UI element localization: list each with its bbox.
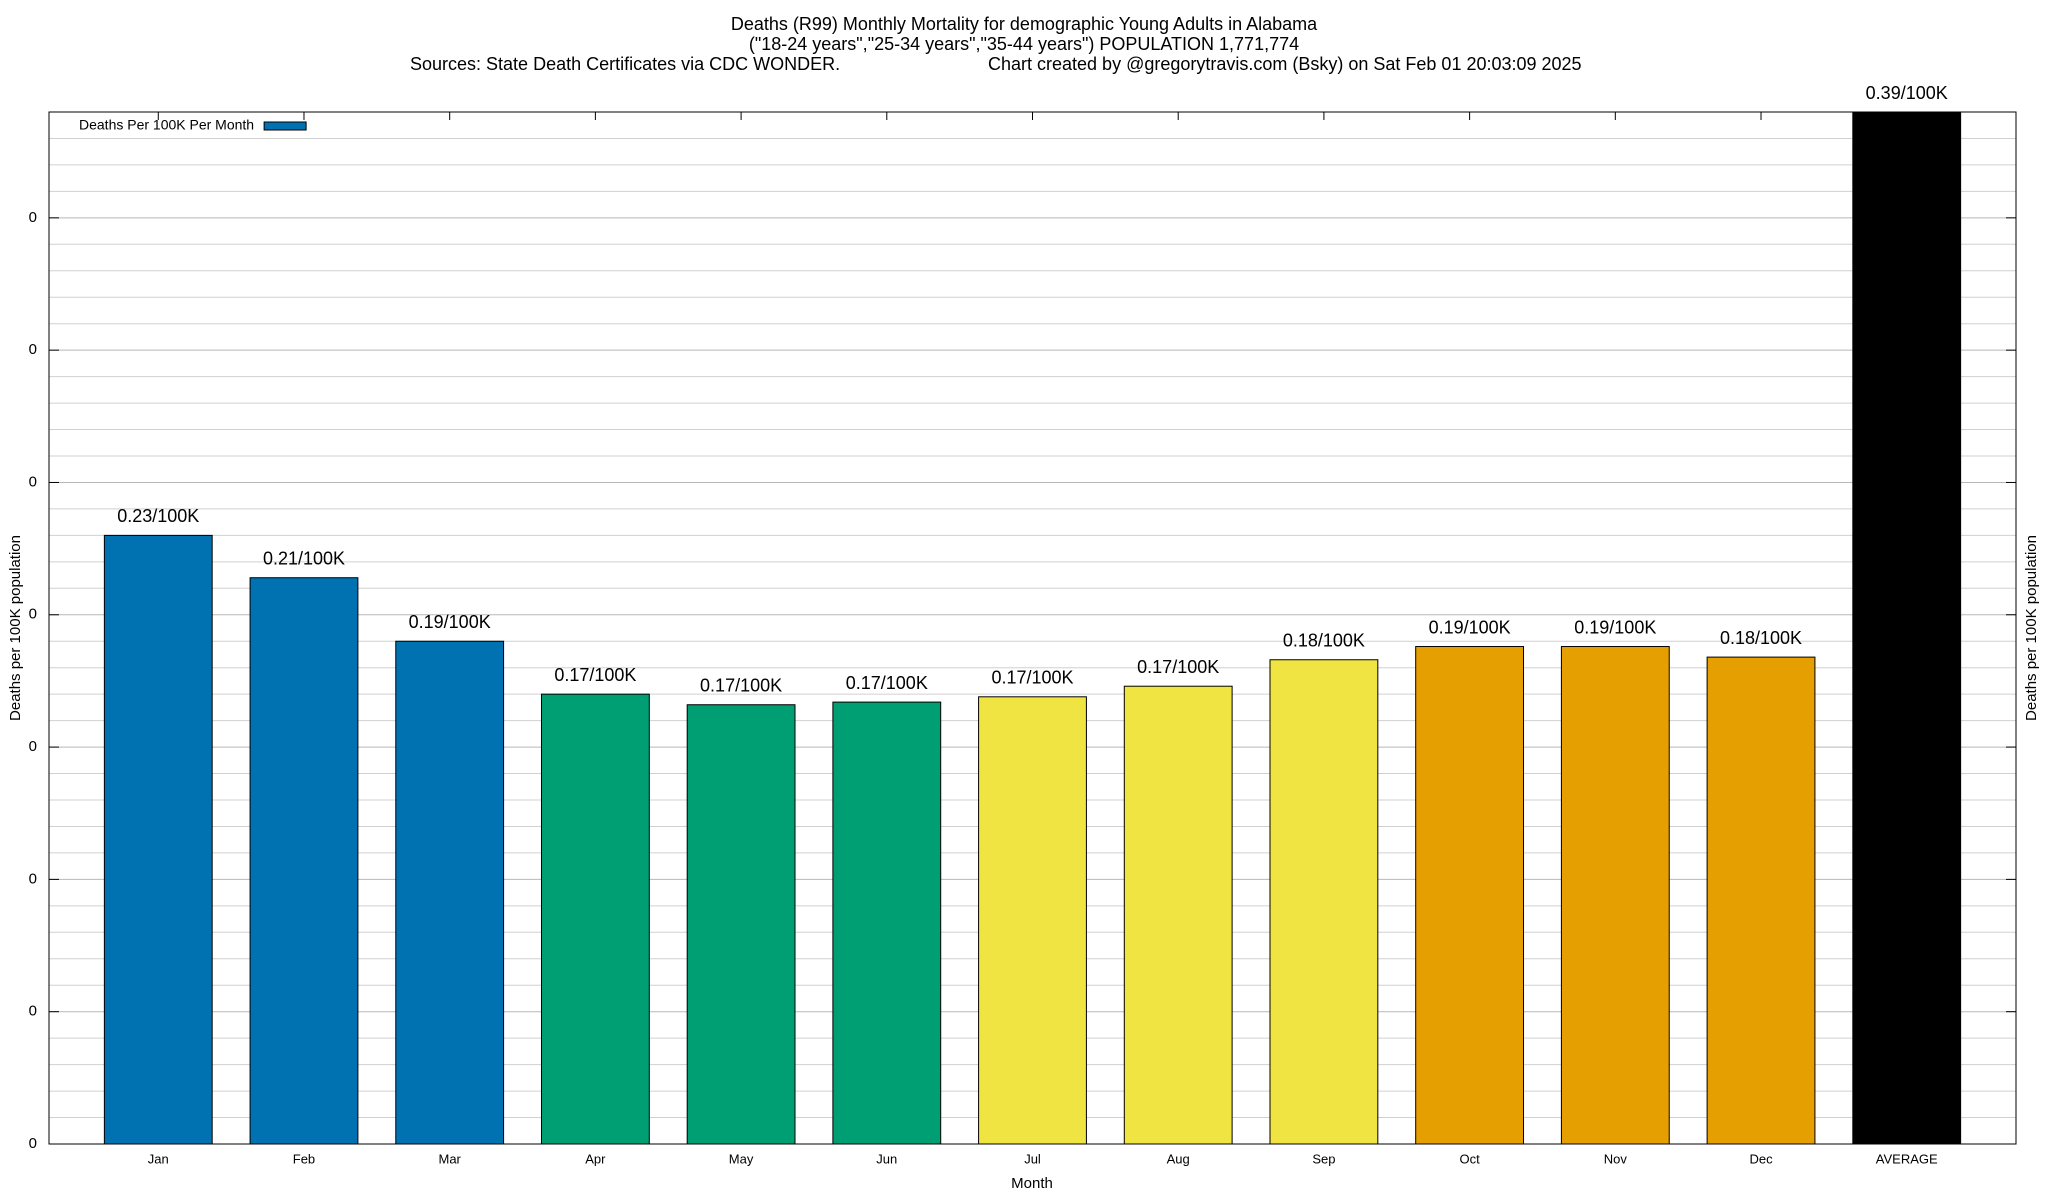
x-tick-label: Nov [1604, 1151, 1628, 1166]
y-tick-label: 0 [29, 341, 37, 358]
x-tick-label: Jul [1024, 1151, 1041, 1166]
bar [1852, 111, 1962, 1145]
y-tick-label: 0 [29, 1003, 37, 1020]
y-tick-label: 0 [29, 209, 37, 226]
bar [978, 696, 1087, 1145]
y-axis-label-right: Deaths per 100K population [2023, 535, 2040, 721]
legend-label: Deaths Per 100K Per Month [79, 117, 254, 133]
x-tick-label: Jun [876, 1151, 897, 1166]
bar [686, 704, 796, 1145]
chart-subtitle: ("18-24 years","25-34 years","35-44 year… [749, 34, 1299, 54]
x-tick-label: Dec [1749, 1151, 1773, 1166]
data-label: 0.18/100K [1720, 628, 1802, 648]
data-label: 0.17/100K [700, 675, 782, 695]
bar [1706, 656, 1816, 1145]
data-label: 0.18/100K [1283, 631, 1365, 651]
bar [1560, 646, 1670, 1145]
y-axis-label: Deaths per 100K population [7, 535, 24, 721]
data-label: 0.39/100K [1866, 83, 1948, 103]
data-label: 0.19/100K [1574, 617, 1656, 637]
x-tick-label: Sep [1312, 1151, 1335, 1166]
x-tick-label: May [729, 1151, 754, 1166]
x-tick-label: Mar [438, 1151, 461, 1166]
bar [249, 577, 359, 1145]
x-axis-label: Month [1011, 1175, 1053, 1192]
chart-title: Deaths (R99) Monthly Mortality for demog… [731, 14, 1318, 34]
x-tick-label: Oct [1459, 1151, 1480, 1166]
x-tick-label: Feb [293, 1151, 315, 1166]
x-tick-label: Aug [1167, 1151, 1190, 1166]
plot-frame [48, 111, 2017, 1145]
bar [540, 693, 650, 1145]
bar [1269, 659, 1379, 1145]
x-tick-label: Apr [585, 1151, 606, 1166]
bar [1415, 646, 1525, 1145]
bar [395, 640, 505, 1145]
chart-source: Sources: State Death Certificates via CD… [410, 54, 840, 74]
data-label: 0.19/100K [409, 612, 491, 632]
data-label: 0.17/100K [554, 665, 636, 685]
legend-swatch [263, 121, 307, 131]
x-tick-label: Jan [148, 1151, 169, 1166]
chart-credit: Chart created by @gregorytravis.com (Bsk… [988, 54, 1582, 74]
data-label: 0.17/100K [846, 673, 928, 693]
y-tick-label: 0 [29, 473, 37, 490]
y-tick-label: 0 [29, 738, 37, 755]
bar [103, 534, 213, 1145]
data-label: 0.19/100K [1429, 617, 1511, 637]
x-tick-label: AVERAGE [1876, 1151, 1938, 1166]
data-label: 0.17/100K [991, 668, 1073, 688]
bar [832, 701, 942, 1145]
data-label: 0.23/100K [117, 506, 199, 526]
y-tick-label: 0 [29, 606, 37, 623]
y-tick-label: 0 [29, 1135, 37, 1152]
y-tick-label: 0 [29, 870, 37, 887]
data-label: 0.17/100K [1137, 657, 1219, 677]
data-label: 0.21/100K [263, 548, 345, 568]
bar [1123, 685, 1233, 1145]
